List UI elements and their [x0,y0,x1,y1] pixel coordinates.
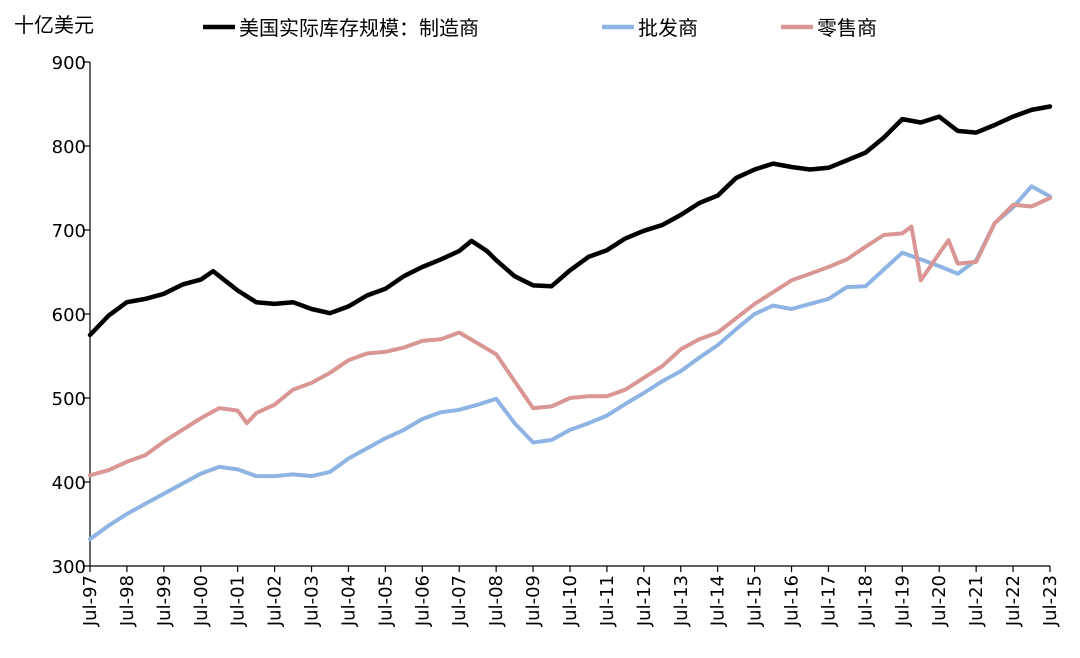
series-line-2 [88,196,1052,478]
legend-item-0: 美国实际库存规模：制造商 [203,16,479,40]
x-tick-label: Jul-18 [855,575,876,627]
y-tick-label: 700 [52,221,86,242]
x-tick-label: Jul-20 [929,575,950,627]
x-tick-label: Jul-03 [302,575,323,627]
x-tick-label: Jul-12 [634,575,655,627]
x-tick-label: Jul-11 [597,575,618,627]
x-tick-label: Jul-04 [338,575,359,627]
x-tick-label: Jul-07 [449,575,470,627]
x-tick-label: Jul-09 [523,575,544,627]
x-tick-label: Jul-06 [412,575,433,627]
x-tick-label: Jul-00 [191,575,212,627]
y-tick-label: 900 [52,53,86,74]
x-tick-label: Jul-16 [782,575,803,627]
x-tick-label: Jul-21 [966,575,987,627]
x-tick-label: Jul-98 [117,575,138,627]
series-line-0 [87,104,1053,338]
legend-item-1: 批发商 [602,16,698,40]
x-tick-label: Jul-08 [486,575,507,627]
legend-label: 零售商 [817,16,877,40]
series-layer [87,104,1053,542]
x-tick-label: Jul-17 [818,575,839,627]
y-tick-label: 500 [52,389,86,410]
x-tick-label: Jul-22 [1003,575,1024,627]
x-tick-label: Jul-13 [671,575,692,627]
x-tick-label: Jul-02 [265,575,286,627]
legend-label: 批发商 [638,16,698,40]
series-line-1 [88,184,1052,542]
y-tick-label: 400 [52,473,86,494]
x-tick-label: Jul-19 [892,575,913,627]
x-tick-label: Jul-99 [154,575,175,627]
x-tick-label: Jul-14 [708,575,729,627]
y-axis-unit-label: 十亿美元 [14,13,94,37]
x-tick-label: Jul-23 [1040,575,1061,627]
x-tick-label: Jul-05 [375,575,396,627]
x-tick-label: Jul-10 [560,575,581,627]
y-tick-label: 800 [52,137,86,158]
y-tick-label: 300 [52,557,86,578]
x-axis: Jul-97 Jul-98 Jul-99 Jul-00 Jul-01 Jul-02 Jul-… [80,565,1061,627]
legend-item-2: 零售商 [781,16,877,40]
x-tick-label: Jul-15 [745,575,766,627]
legend-label: 美国实际库存规模：制造商 [239,16,479,40]
x-tick-label: Jul-97 [80,575,101,627]
legend: 美国实际库存规模：制造商 批发商 零售商 [203,16,877,40]
y-axis: 300 400 500 600 700 800 900 [52,53,91,578]
x-tick-label: Jul-01 [228,575,249,627]
y-tick-label: 600 [52,305,86,326]
